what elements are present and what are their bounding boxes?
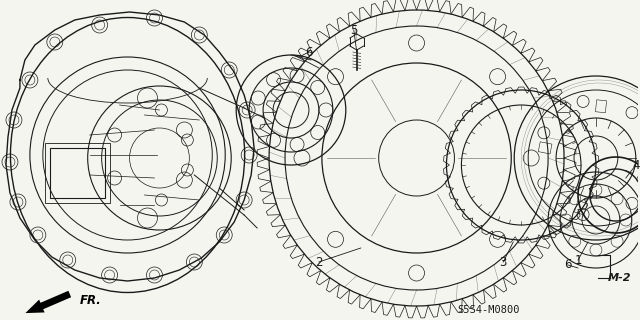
Text: 1: 1 [574,253,582,267]
Text: 4: 4 [632,158,639,172]
Text: 3: 3 [500,255,507,268]
Text: 6: 6 [305,45,313,59]
FancyArrow shape [26,291,71,313]
Text: S5S4-M0800: S5S4-M0800 [457,305,520,315]
Text: M-2: M-2 [608,273,632,283]
Text: 6: 6 [564,259,572,271]
Bar [595,100,607,113]
Bar [636,171,640,185]
Bar [538,142,552,154]
Text: 5: 5 [350,23,358,36]
Text: FR.: FR. [80,293,102,307]
Bar [50,148,104,198]
Bar [574,201,588,215]
Text: 2: 2 [315,255,323,268]
Bar [45,143,109,203]
